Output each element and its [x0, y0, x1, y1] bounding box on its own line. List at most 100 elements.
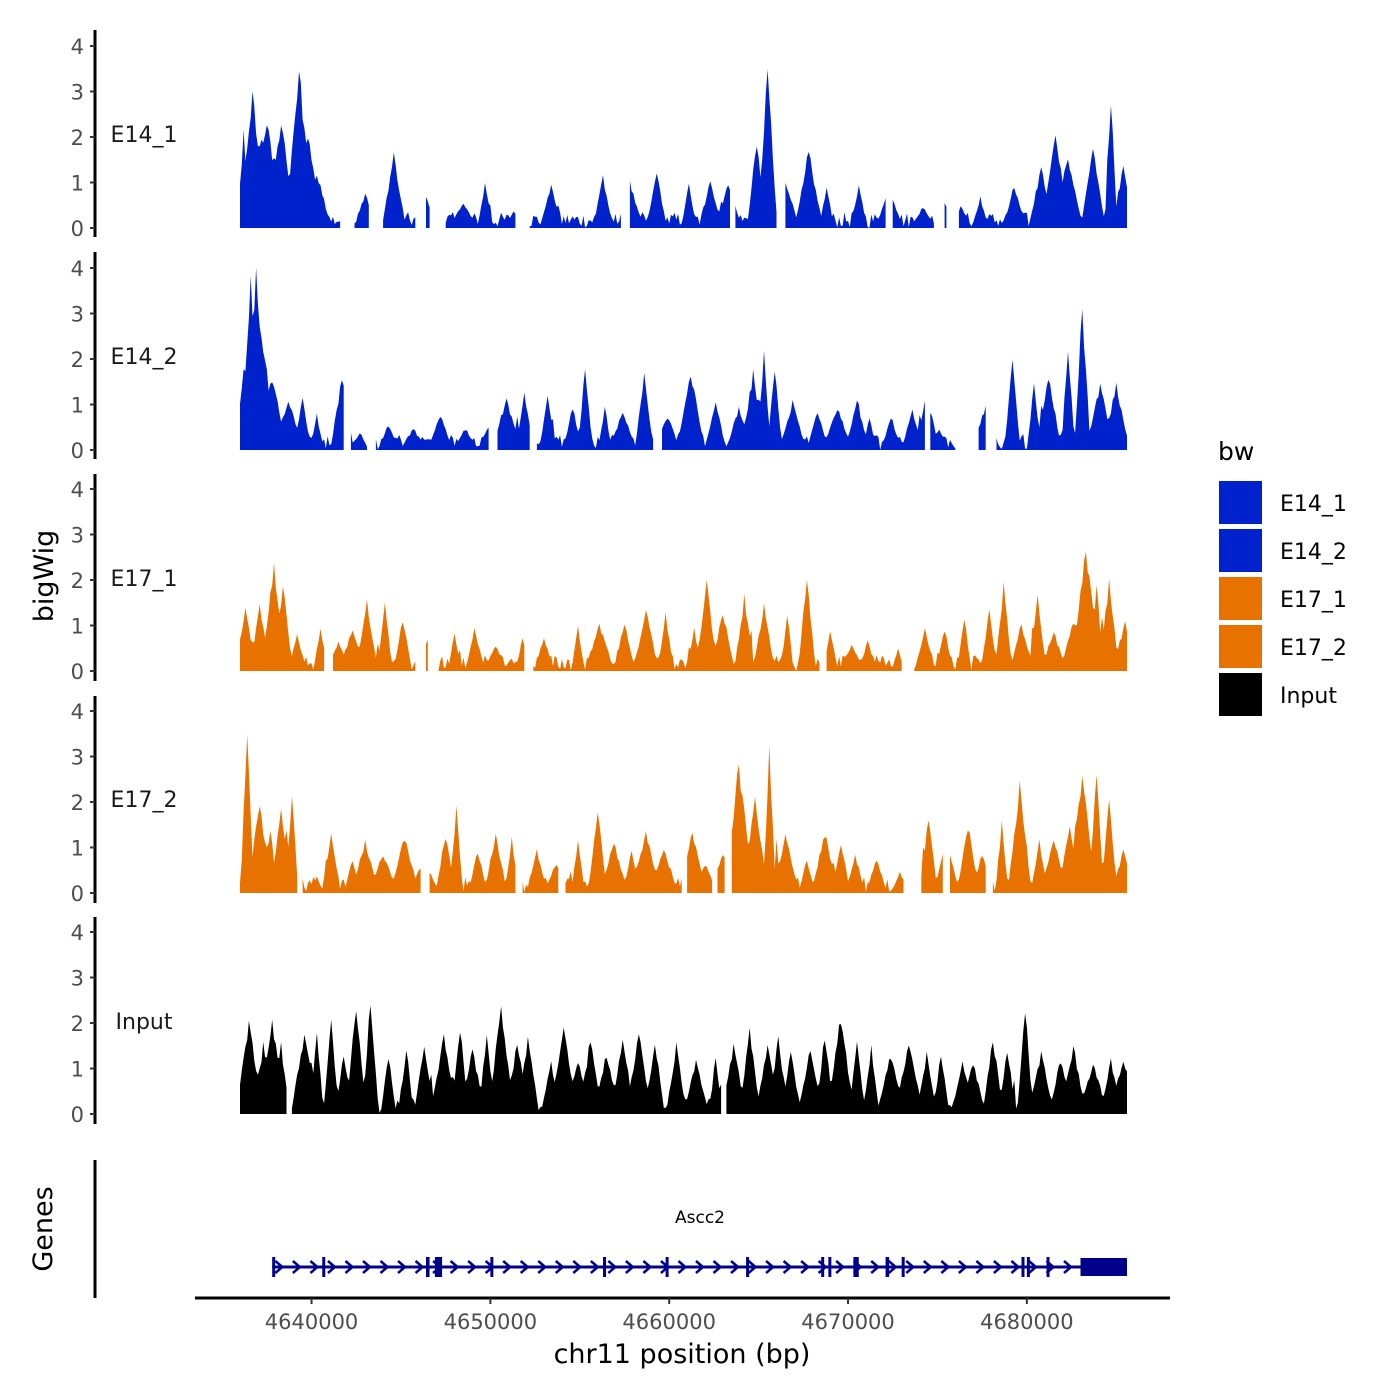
strand-arrow — [677, 1260, 688, 1274]
legend-label-e14-2: E14_2 — [1280, 540, 1347, 565]
strand-arrow — [730, 1260, 740, 1274]
strand-arrow — [309, 1260, 320, 1274]
y-tick-label: 2 — [71, 126, 84, 150]
signal-area-e14-2 — [240, 267, 1127, 450]
strand-arrow — [554, 1260, 565, 1274]
y-tick-label: 0 — [71, 439, 84, 463]
y-tick-label: 2 — [71, 569, 84, 593]
strand-arrow — [993, 1260, 1003, 1274]
legend-label-e17-2: E17_2 — [1280, 636, 1347, 661]
y-tick-label: 1 — [71, 394, 84, 418]
strand-arrow — [747, 1260, 758, 1274]
signal-area-input — [240, 1005, 1127, 1114]
strand-arrow — [537, 1260, 548, 1274]
strand-arrow — [958, 1260, 968, 1274]
signal-area-e17-1 — [240, 551, 1127, 671]
gene-exon — [1026, 1257, 1030, 1277]
gene-exon — [272, 1257, 276, 1277]
strand-arrow — [379, 1260, 390, 1274]
gene-exon — [746, 1257, 750, 1277]
y-tick-label: 4 — [71, 35, 84, 59]
gene-exon — [434, 1257, 443, 1277]
track-label-input: Input — [116, 1010, 173, 1035]
strand-arrow — [519, 1260, 530, 1274]
y-tick-label: 3 — [71, 967, 84, 991]
strand-arrow — [292, 1260, 302, 1274]
y-tick-label: 3 — [71, 746, 84, 770]
strand-arrow — [572, 1260, 583, 1274]
strand-arrow — [589, 1260, 600, 1274]
x-tick-label: 4650000 — [444, 1310, 538, 1334]
strand-arrow — [449, 1260, 460, 1274]
strand-arrow — [502, 1260, 513, 1274]
y-tick-label: 3 — [71, 81, 84, 105]
gene-exon — [828, 1257, 832, 1277]
strand-arrow — [327, 1260, 337, 1274]
gene-exon — [322, 1257, 326, 1277]
signal-area-e17-2 — [240, 734, 1127, 893]
y-tick-label: 2 — [71, 791, 84, 815]
legend-label-e14-1: E14_1 — [1280, 492, 1347, 517]
track-panel-e14-2: E14_2 0 1 2 3 4 — [71, 252, 1127, 463]
strand-arrow — [765, 1260, 775, 1274]
y-tick-label: 3 — [71, 303, 84, 327]
y-tick-label: 0 — [71, 1103, 84, 1127]
y-tick-label: 2 — [71, 1012, 84, 1036]
strand-arrow — [344, 1260, 355, 1274]
gene-exon — [1021, 1257, 1025, 1277]
strand-arrow — [800, 1260, 811, 1274]
strand-arrow — [467, 1260, 478, 1274]
strand-arrow — [397, 1260, 407, 1274]
y-tick-label: 1 — [71, 615, 84, 639]
legend-label-input: Input — [1280, 684, 1337, 709]
y-tick-label: 2 — [71, 348, 84, 372]
strand-arrow — [625, 1260, 635, 1274]
strand-arrow — [1063, 1260, 1073, 1274]
strand-arrow — [642, 1260, 653, 1274]
x-ticks: 4640000 4650000 4660000 4670000 4680000 — [265, 1298, 1074, 1334]
strand-arrow — [870, 1260, 881, 1274]
gene-model-ascc2 — [272, 1257, 1127, 1277]
legend-swatch-e17-1 — [1217, 575, 1264, 622]
gene-exon — [821, 1257, 825, 1277]
y-tick-label: 1 — [71, 172, 84, 196]
y-tick-label: 4 — [71, 700, 84, 724]
legend-swatch-e17-2 — [1217, 623, 1264, 670]
y-ticks: 0 1 2 3 4 — [71, 478, 95, 684]
y-ticks: 0 1 2 3 4 — [71, 700, 95, 906]
strand-arrow — [782, 1260, 793, 1274]
legend-swatch-input — [1217, 671, 1264, 718]
x-tick-label: 4660000 — [622, 1310, 716, 1334]
gene-exon — [425, 1257, 430, 1277]
gene-exon — [885, 1257, 890, 1277]
genes-panel: Genes Ascc2 — [28, 1160, 1127, 1298]
track-label-e14-2: E14_2 — [111, 345, 178, 370]
strand-arrow — [607, 1260, 618, 1274]
strand-arrow — [940, 1260, 951, 1274]
strand-arrow — [905, 1260, 916, 1274]
gene-exon — [665, 1257, 669, 1277]
y-tick-label: 4 — [71, 478, 84, 502]
track-label-e17-2: E17_2 — [111, 788, 178, 813]
track-panel-e17-1: E17_1 0 1 2 3 4 — [71, 474, 1127, 684]
y-tick-label: 4 — [71, 257, 84, 281]
strand-arrow — [362, 1260, 372, 1274]
strand-arrow — [695, 1260, 705, 1274]
x-axis: 4640000 4650000 4660000 4670000 4680000 chr1… — [195, 1296, 1170, 1370]
strand-arrow — [1028, 1260, 1038, 1274]
legend-swatch-e14-2 — [1217, 527, 1264, 574]
track-panel-e17-2: E17_2 0 1 2 3 4 — [71, 696, 1127, 906]
y-axis-title: bigWig — [29, 530, 60, 623]
y-tick-label: 3 — [71, 524, 84, 548]
legend-swatch-e14-1 — [1217, 479, 1264, 526]
y-tick-label: 1 — [71, 1058, 84, 1082]
x-axis-title: chr11 position (bp) — [554, 1339, 811, 1370]
strand-arrow — [817, 1260, 828, 1274]
strand-arrow — [835, 1260, 846, 1274]
y-ticks: 0 1 2 3 4 — [71, 257, 95, 463]
gene-exon — [603, 1257, 607, 1277]
y-tick-label: 1 — [71, 837, 84, 861]
legend-items: E14_1 E14_2 E17_1 E17_2 Input — [1217, 479, 1347, 718]
track-label-e17-1: E17_1 — [111, 567, 178, 592]
